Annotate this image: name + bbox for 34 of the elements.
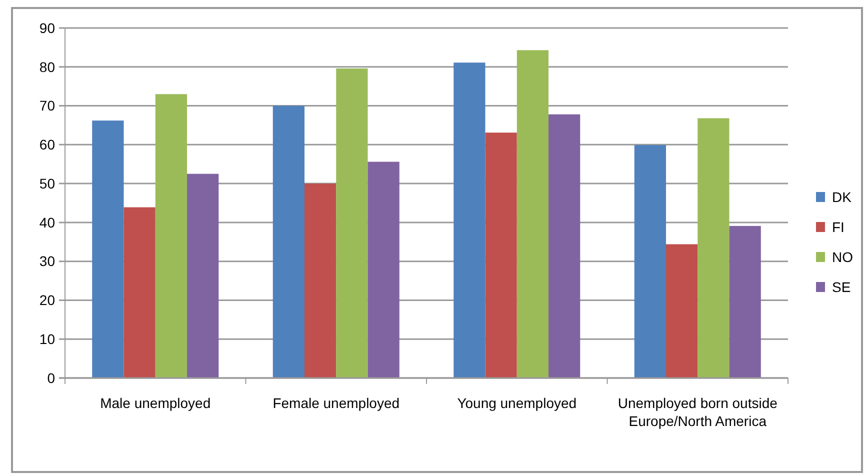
bar xyxy=(336,68,368,378)
bar xyxy=(272,106,304,378)
y-tick-label: 40 xyxy=(39,214,56,230)
y-tick-label: 90 xyxy=(39,20,56,36)
bar xyxy=(729,226,761,378)
x-tick-label: Unemployed born outside Europe/North America xyxy=(618,395,778,429)
bar xyxy=(368,162,400,378)
bar xyxy=(485,132,517,378)
bar xyxy=(304,184,336,378)
bar xyxy=(516,50,549,378)
legend-label: FI xyxy=(832,218,844,235)
y-tick-label: 0 xyxy=(47,370,56,386)
bar xyxy=(454,62,486,378)
bar xyxy=(548,114,580,378)
bar xyxy=(634,145,666,378)
y-tick-label: 70 xyxy=(39,98,56,114)
x-tick-label: Young unemployed xyxy=(457,395,577,411)
bar xyxy=(155,94,188,378)
y-tick-label: 60 xyxy=(39,136,56,153)
bar xyxy=(666,244,698,378)
bar xyxy=(124,207,156,378)
y-tick-label: 80 xyxy=(39,58,56,75)
x-tick-label: Male unemployed xyxy=(100,395,211,411)
bar xyxy=(698,118,730,378)
legend-label: SE xyxy=(832,278,851,295)
y-tick-label: 30 xyxy=(39,253,56,270)
bar xyxy=(187,174,219,378)
x-tick-label: Female unemployed xyxy=(272,395,400,411)
y-tick-label: 50 xyxy=(39,175,56,192)
y-tick-label: 10 xyxy=(39,331,56,348)
bar xyxy=(92,120,124,378)
legend-label: DK xyxy=(832,188,852,205)
y-tick-label: 20 xyxy=(39,292,56,308)
legend-label: NO xyxy=(832,248,854,265)
